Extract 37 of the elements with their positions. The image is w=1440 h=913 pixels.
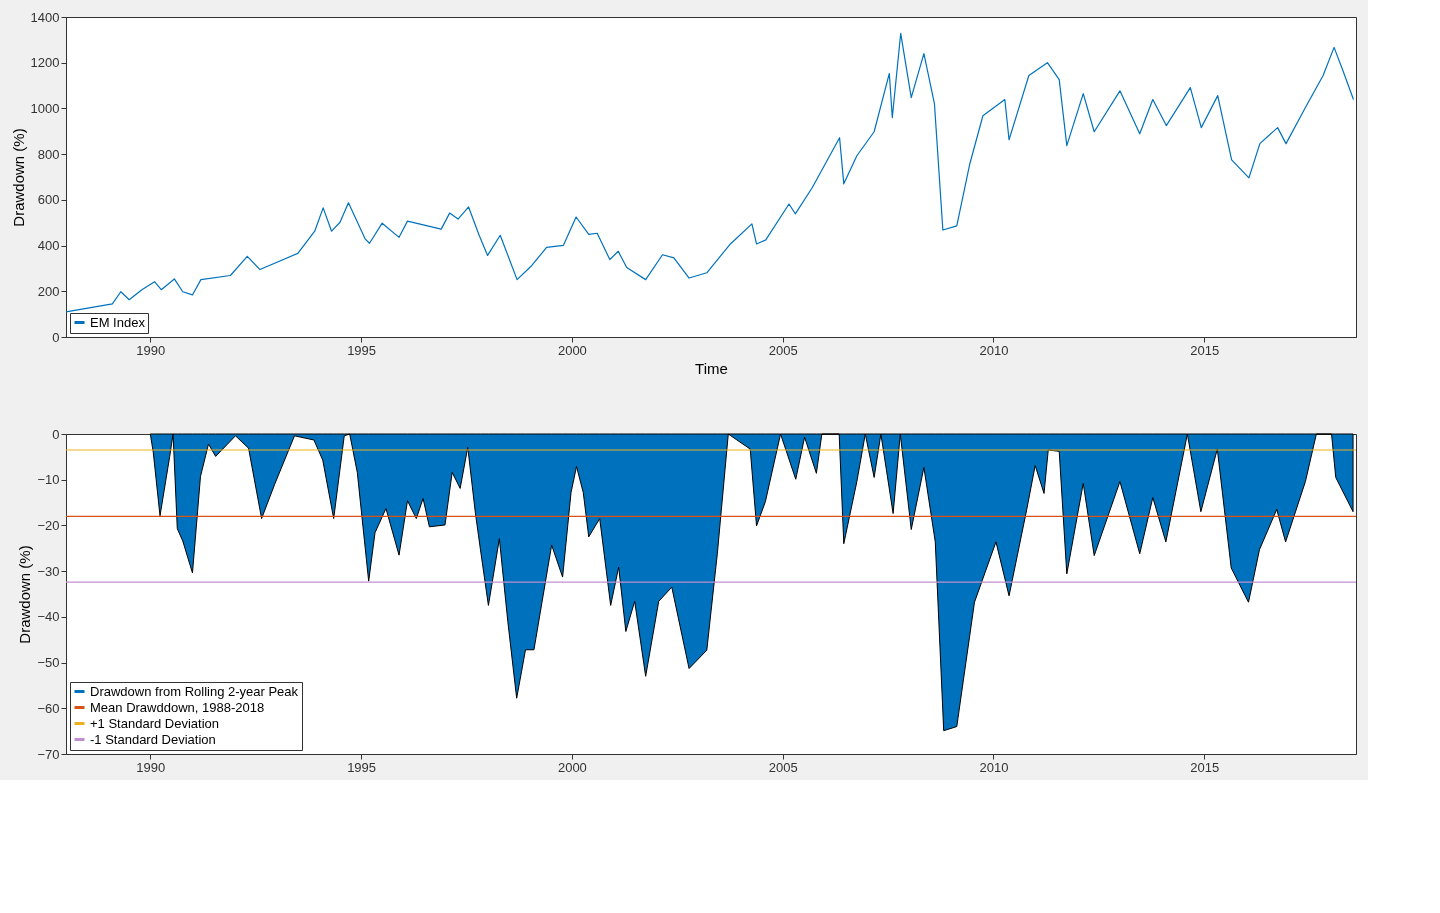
x-tick-label: 2000 [557, 342, 587, 358]
y-tick-label: 0 [52, 426, 60, 442]
x-tick-label: 1995 [347, 342, 377, 358]
y-tick-label: −60 [37, 700, 60, 716]
y-axis-title: Drawdown (%) [9, 128, 27, 227]
y-tick-label: 1400 [30, 9, 60, 25]
x-axis-title: Time [695, 359, 728, 377]
line-series [65, 32, 1355, 313]
y-tick-label: 200 [37, 283, 60, 299]
y-tick-label: −70 [37, 746, 60, 762]
y-tick-label: −10 [37, 472, 60, 488]
y-tick-label: 800 [37, 146, 60, 162]
x-tick-label: 2015 [1190, 759, 1220, 775]
x-tick-label: 2010 [979, 342, 1009, 358]
legend-label: EM Index [90, 314, 146, 330]
y-axis-title: Drawdown (%) [16, 545, 34, 644]
y-tick-label: −50 [37, 655, 60, 671]
y-tick-label: −30 [37, 563, 60, 579]
y-tick-label: 600 [37, 192, 60, 208]
legend-label: +1 Standard Deviation [90, 715, 220, 731]
x-tick-label: 1995 [347, 759, 377, 775]
x-tick-label: 2005 [768, 342, 798, 358]
x-tick-label: 2000 [557, 759, 587, 775]
x-tick-label: 2010 [979, 759, 1009, 775]
y-tick-label: 1200 [30, 55, 60, 71]
y-tick-label: 400 [37, 238, 60, 254]
y-tick-label: 1000 [30, 100, 60, 116]
y-tick-label: 0 [52, 329, 60, 345]
x-tick-label: 2005 [768, 759, 798, 775]
x-tick-label: 1990 [136, 759, 166, 775]
x-tick-label: 1990 [136, 342, 166, 358]
x-tick-label: 2015 [1190, 342, 1220, 358]
legend-label: Mean Drawddown, 1988-2018 [90, 699, 265, 715]
y-tick-label: −40 [37, 609, 60, 625]
legend-label: Drawdown from Rolling 2-year Peak [90, 683, 299, 699]
legend-label: -1 Standard Deviation [90, 731, 216, 747]
y-tick-label: −20 [37, 517, 60, 533]
